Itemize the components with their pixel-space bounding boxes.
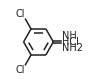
Text: HCl: HCl	[62, 37, 79, 47]
Text: Cl: Cl	[16, 65, 25, 75]
Text: NH: NH	[62, 31, 77, 41]
Text: Cl: Cl	[16, 9, 25, 19]
Text: NH2: NH2	[62, 43, 83, 53]
